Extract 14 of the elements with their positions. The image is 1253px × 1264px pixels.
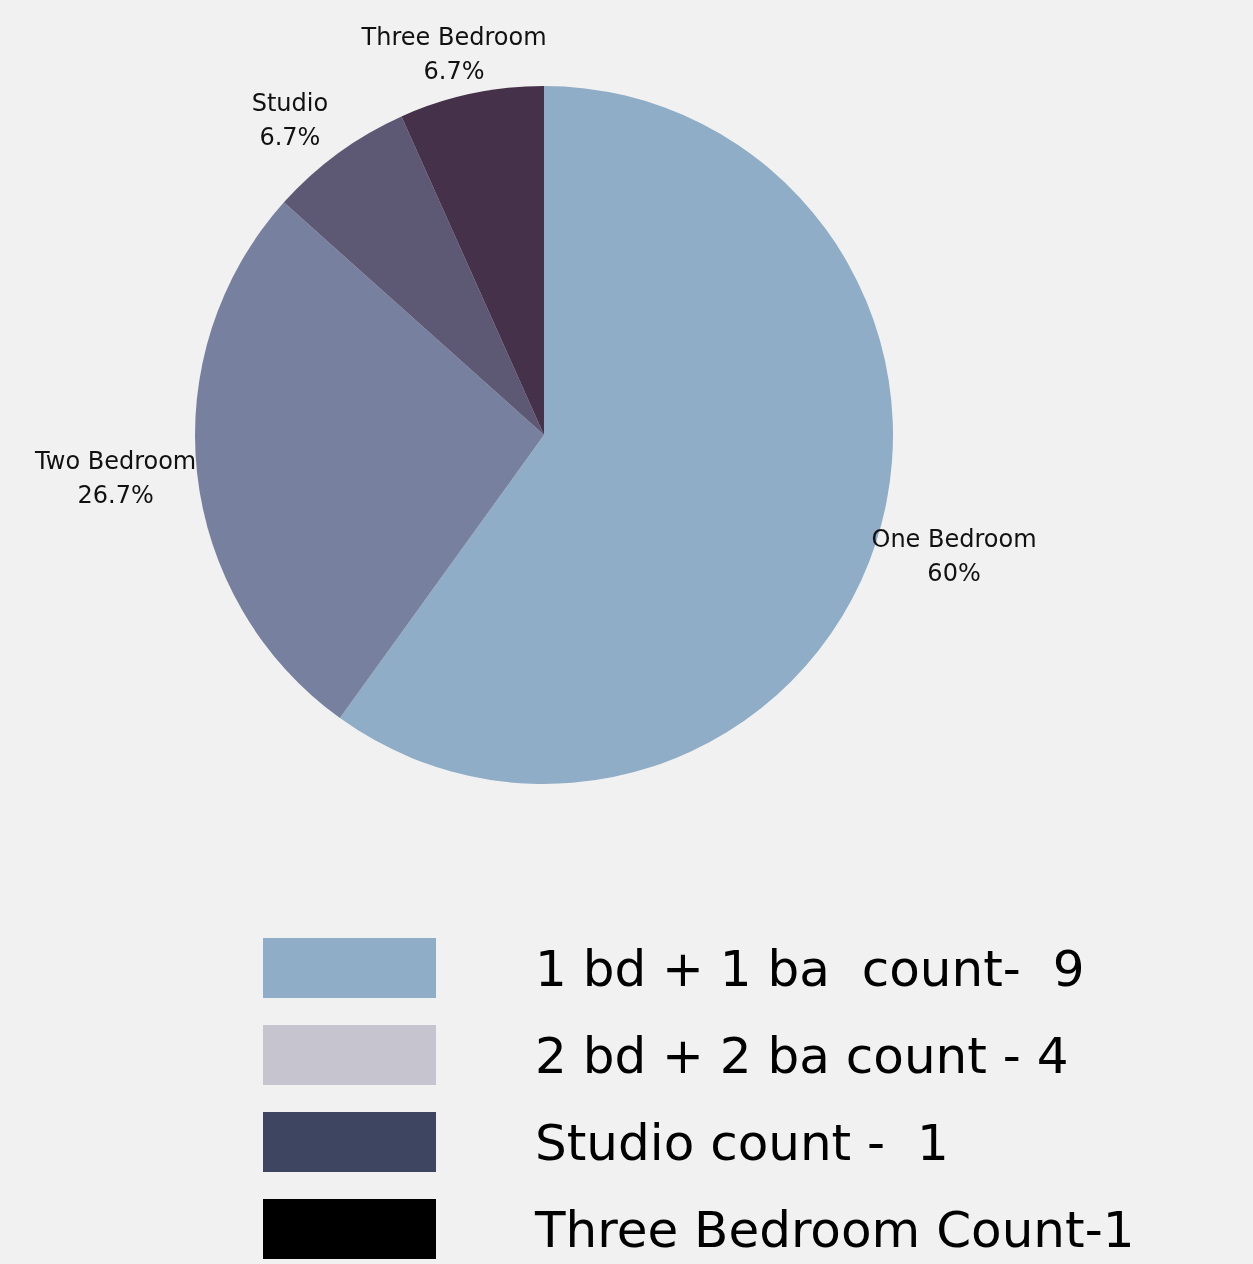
slice-label: Three Bedroom xyxy=(360,22,547,51)
category-label: 2 bd + 2 ba count - 4 xyxy=(535,1027,1069,1085)
pie-slice xyxy=(195,202,544,719)
data-label: 60% xyxy=(927,559,981,588)
slice-label: One Bedroom xyxy=(871,525,1037,554)
pie-slice xyxy=(401,86,544,435)
category-label: Three Bedroom Count-1 xyxy=(534,1201,1135,1259)
data-label: 26.7% xyxy=(77,481,154,510)
data-label: 6.7% xyxy=(423,56,485,85)
slice-label: Studio xyxy=(251,89,329,118)
category-label: Studio count - 1 xyxy=(535,1114,949,1172)
data-label: 6.7% xyxy=(259,123,321,152)
slice-label: Two Bedroom xyxy=(34,447,197,476)
category-label: 1 bd + 1 ba count- 9 xyxy=(535,940,1085,998)
